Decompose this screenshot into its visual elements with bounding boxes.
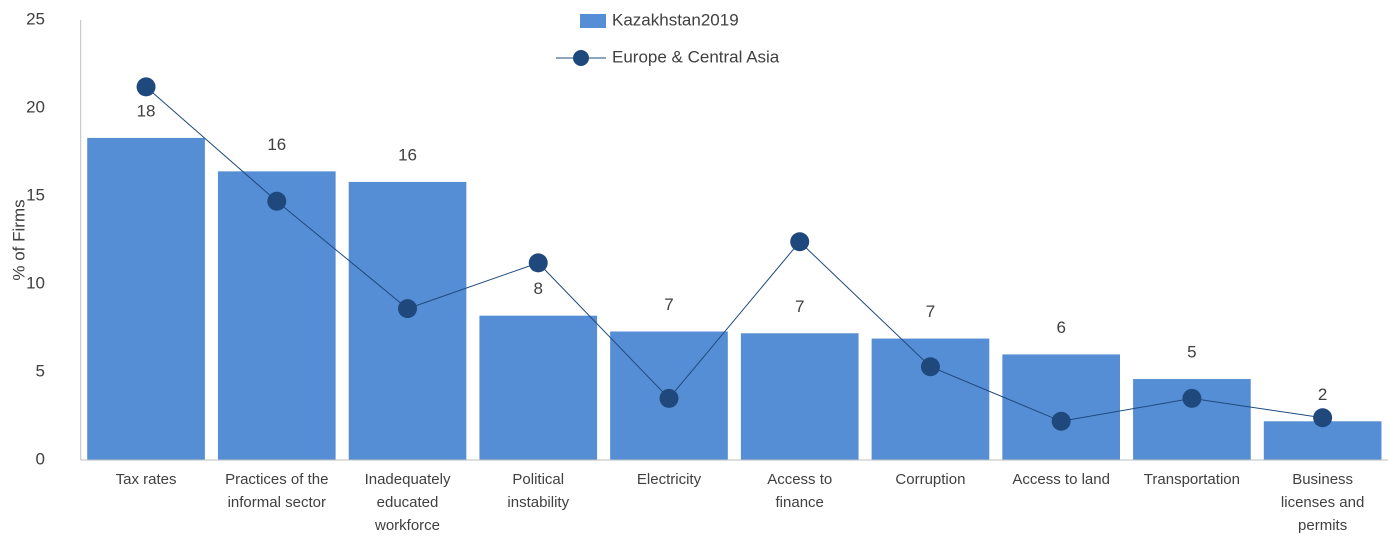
legend-swatch [573,50,589,66]
x-tick-label: Access to finance [767,471,833,511]
y-tick-label: 20 [26,97,45,116]
x-tick-label: Inadequately educated workforce [364,471,451,534]
bar [479,315,598,460]
data-label: 7 [664,295,673,314]
bar [87,137,205,461]
line-marker [1182,388,1202,408]
y-tick-label: 0 [36,449,45,468]
y-axis-label: % of Firms [9,199,28,280]
line-marker [267,191,287,211]
data-label: 6 [1056,318,1065,337]
bar [217,171,336,461]
x-tick-label: Practices of the informal sector [225,471,329,511]
bar [871,338,990,460]
data-label: 7 [926,302,935,321]
x-tick-label: Tax rates [115,471,177,488]
data-label: 8 [534,279,543,298]
bar [348,181,467,461]
bar [1002,354,1121,460]
x-tick-label: Political instability [507,471,570,511]
x-tick-label: Electricity [636,471,702,488]
data-label: 18 [137,101,156,120]
data-label: 5 [1187,343,1196,362]
y-tick-label: 10 [26,273,45,292]
legend-label: Kazakhstan2019 [612,10,739,29]
data-label: 7 [795,297,804,316]
line-marker [1313,408,1333,428]
legend-label: Europe & Central Asia [612,47,780,66]
data-label: 16 [267,135,286,154]
legend-swatch [580,14,606,28]
y-tick-label: 5 [36,361,45,380]
y-tick-label: 25 [26,9,45,28]
line-marker [790,232,810,252]
line-marker [136,77,156,97]
line-marker [1051,411,1071,431]
data-label: 16 [398,145,417,164]
line-marker [920,357,940,377]
x-tick-label: Business licenses and permits [1280,471,1365,534]
line-marker [659,388,679,408]
y-tick-label: 15 [26,185,45,204]
bar [1263,421,1382,460]
x-tick-label: Transportation [1143,471,1240,488]
line [145,86,1323,422]
line-marker [528,253,548,273]
x-tick-label: Access to land [1012,471,1110,488]
bar [740,333,859,460]
line-marker [398,299,418,319]
x-tick-label: Corruption [895,471,966,488]
data-label: 2 [1318,385,1327,404]
